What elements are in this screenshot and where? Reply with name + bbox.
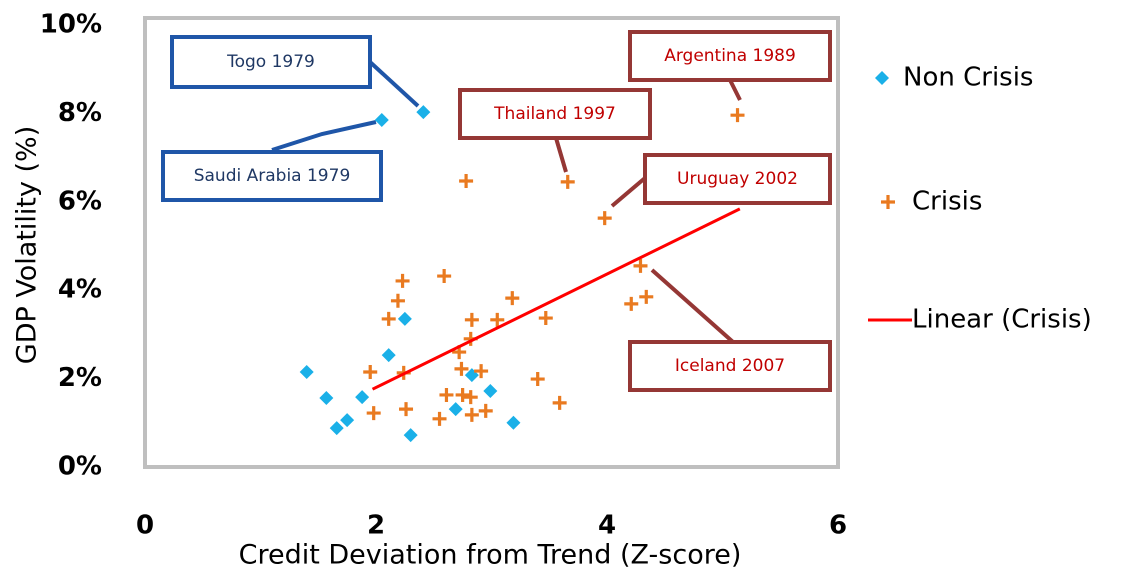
point <box>505 291 520 306</box>
point <box>374 113 389 128</box>
plot-frame <box>143 16 840 469</box>
trend-line <box>371 207 741 391</box>
point <box>478 403 493 418</box>
point <box>299 364 314 379</box>
legend-label: Linear (Crisis) <box>912 305 1092 335</box>
point <box>730 108 745 123</box>
annotation-connector <box>728 79 742 101</box>
point <box>395 273 410 288</box>
annotation-box <box>643 153 832 205</box>
point <box>455 387 470 402</box>
point <box>340 413 355 428</box>
x-axis-label: Credit Deviation from Trend (Z-score) <box>239 540 742 571</box>
annotation-label: Togo 1979 <box>226 52 315 72</box>
y-tick-label: 0% <box>58 452 102 482</box>
x-tick-label: 0 <box>136 511 154 541</box>
point <box>530 372 545 387</box>
point <box>397 311 412 326</box>
point <box>381 348 396 363</box>
point <box>448 402 463 417</box>
point <box>416 105 431 120</box>
annotation-connector <box>650 268 735 344</box>
y-tick-label: 2% <box>58 363 102 393</box>
x-tick-label: 6 <box>829 511 847 541</box>
point <box>463 390 478 405</box>
point <box>597 211 612 226</box>
point <box>390 293 405 308</box>
point <box>452 345 467 360</box>
annotation-connector <box>271 120 377 152</box>
annotation-box <box>170 35 372 89</box>
point <box>538 311 553 326</box>
y-tick-label: 10% <box>40 10 102 40</box>
point <box>552 395 567 410</box>
point <box>560 174 575 189</box>
point <box>454 361 469 376</box>
y-tick-label: 6% <box>58 186 102 216</box>
annotation-label: Saudi Arabia 1979 <box>194 166 351 186</box>
point <box>463 331 478 346</box>
point <box>329 421 344 436</box>
point <box>437 269 452 284</box>
point <box>459 174 474 189</box>
annotation-label: Argentina 1989 <box>664 46 796 66</box>
point <box>464 407 479 422</box>
point <box>474 364 489 379</box>
annotation-box <box>628 30 832 82</box>
y-tick-label: 4% <box>58 275 102 305</box>
annotation-box <box>458 88 652 140</box>
annotation-connector <box>368 60 420 108</box>
point <box>399 402 414 417</box>
point <box>490 312 505 327</box>
annotation-label: Iceland 2007 <box>675 356 785 376</box>
point <box>363 364 378 379</box>
legend-label: Non Crisis <box>903 63 1033 93</box>
point <box>403 428 418 443</box>
point <box>319 391 334 406</box>
legend-label: Crisis <box>912 187 982 217</box>
annotation-box <box>161 150 383 202</box>
point <box>881 195 896 209</box>
point <box>366 406 381 421</box>
annotation-label: Uruguay 2002 <box>677 169 798 189</box>
point <box>483 383 498 398</box>
point <box>639 289 654 304</box>
y-tick-label: 8% <box>58 98 102 128</box>
annotation-connector <box>610 176 647 208</box>
point <box>633 258 648 273</box>
point <box>355 390 370 405</box>
point <box>464 312 479 327</box>
legend-marker <box>875 71 889 85</box>
annotation-label: Thailand 1997 <box>493 104 616 124</box>
x-tick-label: 2 <box>367 511 385 541</box>
point <box>381 311 396 326</box>
point <box>624 296 639 311</box>
point <box>432 411 447 426</box>
point <box>439 387 454 402</box>
annotation-connector <box>554 137 568 173</box>
x-tick-label: 4 <box>598 511 616 541</box>
annotation-box <box>628 340 832 392</box>
y-axis-label: GDP Volatility (%) <box>12 126 43 364</box>
point <box>506 415 521 430</box>
